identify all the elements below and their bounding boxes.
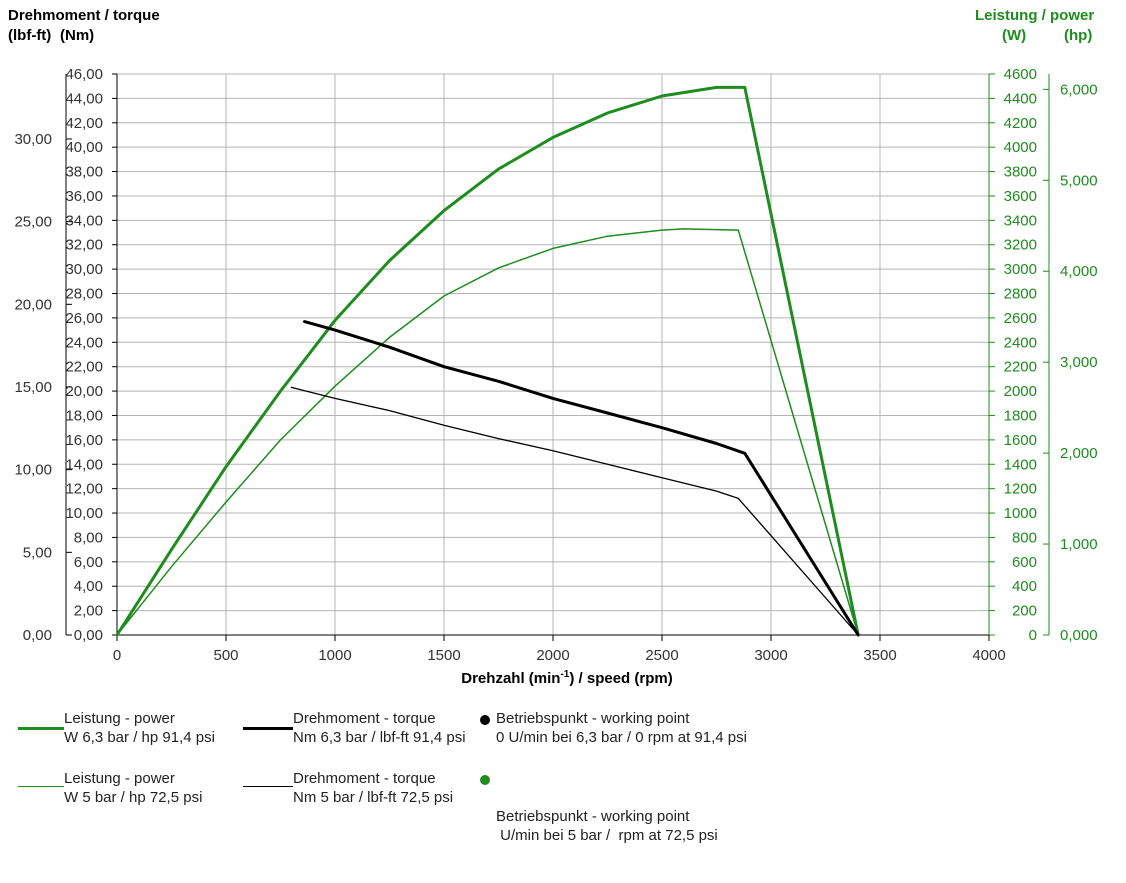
w-tick-label: 800 bbox=[1012, 529, 1037, 546]
nm-tick-label: 12,00 bbox=[65, 481, 103, 498]
hp-tick-label: 6,000 bbox=[1060, 81, 1098, 98]
hp-tick-label: 3,000 bbox=[1060, 354, 1098, 371]
w-tick-label: 400 bbox=[1012, 578, 1037, 595]
legend-swatch-torque-63 bbox=[243, 727, 293, 730]
hp-tick-label: 1,000 bbox=[1060, 536, 1098, 553]
nm-tick-label: 16,00 bbox=[65, 432, 103, 449]
nm-tick-label: 8,00 bbox=[74, 529, 103, 546]
series-lines bbox=[115, 85, 860, 637]
w-tick-label: 1200 bbox=[1004, 481, 1037, 498]
power-line-6-3-bar bbox=[115, 85, 860, 637]
w-tick-label: 3600 bbox=[1004, 188, 1037, 205]
nm-tick-label: 42,00 bbox=[65, 115, 103, 132]
w-tick-label: 2400 bbox=[1004, 334, 1037, 351]
legend-swatch-power-63 bbox=[18, 727, 64, 730]
legend-item-power-5: Leistung - power W 5 bar / hp 72,5 psi bbox=[64, 770, 203, 806]
w-tick-label: 3800 bbox=[1004, 164, 1037, 181]
w-tick-label: 1400 bbox=[1004, 456, 1037, 473]
nm-tick-label: 34,00 bbox=[65, 212, 103, 229]
w-tick-label: 4600 bbox=[1004, 66, 1037, 83]
legend-swatch-power-5 bbox=[18, 786, 64, 787]
legend-item-torque-63: Drehmoment - torque Nm 6,3 bar / lbf-ft 9… bbox=[293, 710, 466, 746]
w-tick-label: 2600 bbox=[1004, 310, 1037, 327]
w-tick-label: 3400 bbox=[1004, 212, 1037, 229]
w-tick-label: 4200 bbox=[1004, 115, 1037, 132]
hp-tick-label: 0,000 bbox=[1060, 627, 1098, 644]
x-tick-label: 2000 bbox=[536, 647, 569, 664]
legend-item-working-point-5: Betriebspunkt - working point U/min bei … bbox=[496, 808, 718, 844]
lbfft-tick-label: 20,00 bbox=[14, 296, 52, 313]
hp-tick-label: 5,000 bbox=[1060, 172, 1098, 189]
x-tick-label: 3000 bbox=[754, 647, 787, 664]
nm-tick-label: 6,00 bbox=[74, 554, 103, 571]
nm-tick-label: 30,00 bbox=[65, 261, 103, 278]
nm-tick-label: 18,00 bbox=[65, 407, 103, 424]
w-tick-label: 200 bbox=[1012, 603, 1037, 620]
w-tick-label: 1600 bbox=[1004, 432, 1037, 449]
w-tick-label: 1800 bbox=[1004, 407, 1037, 424]
w-unit-label: (W) bbox=[1002, 27, 1027, 44]
nm-tick-label: 20,00 bbox=[65, 383, 103, 400]
nm-tick-label: 40,00 bbox=[65, 139, 103, 156]
lbfft-unit-label: (lbf-ft) bbox=[8, 27, 52, 44]
hp-tick-label: 4,000 bbox=[1060, 263, 1098, 280]
x-tick-label: 0 bbox=[113, 647, 121, 664]
hp-unit-label: (hp) bbox=[1064, 27, 1093, 44]
w-tick-label: 2200 bbox=[1004, 359, 1037, 376]
w-tick-label: 3000 bbox=[1004, 261, 1037, 278]
tick-labels: 0 500 1000 1500 2000 2500 3000 3500 40000,002,00… bbox=[14, 66, 1097, 664]
nm-tick-label: 4,00 bbox=[74, 578, 103, 595]
legend-swatch-torque-5 bbox=[243, 786, 293, 787]
nm-tick-label: 0,00 bbox=[74, 627, 103, 644]
x-tick-label: 2500 bbox=[645, 647, 678, 664]
power-axis-title: Leistung / power bbox=[975, 7, 1095, 24]
x-tick-label: 3500 bbox=[863, 647, 896, 664]
nm-tick-label: 36,00 bbox=[65, 188, 103, 205]
torque-line-6-3-bar bbox=[303, 320, 860, 637]
lbfft-tick-label: 10,00 bbox=[14, 462, 52, 479]
lbfft-tick-label: 15,00 bbox=[14, 379, 52, 396]
nm-tick-label: 26,00 bbox=[65, 310, 103, 327]
w-tick-label: 2000 bbox=[1004, 383, 1037, 400]
x-axis-label: Drehzahl (min-1) / speed (rpm) bbox=[461, 669, 672, 687]
x-tick-label: 1000 bbox=[318, 647, 351, 664]
nm-tick-label: 28,00 bbox=[65, 286, 103, 303]
w-tick-label: 0 bbox=[1029, 627, 1037, 644]
nm-tick-label: 46,00 bbox=[65, 66, 103, 83]
torque-axis-title: Drehmoment / torque bbox=[8, 7, 160, 24]
x-tick-label: 1500 bbox=[427, 647, 460, 664]
torque-line-5-bar bbox=[290, 386, 859, 636]
legend-item-power-63: Leistung - power W 6,3 bar / hp 91,4 psi bbox=[64, 710, 215, 746]
w-tick-label: 1000 bbox=[1004, 505, 1037, 522]
grid bbox=[116, 73, 990, 636]
hp-tick-label: 2,000 bbox=[1060, 445, 1098, 462]
nm-tick-label: 38,00 bbox=[65, 164, 103, 181]
w-tick-label: 4400 bbox=[1004, 90, 1037, 107]
power-line-5-bar bbox=[116, 228, 859, 636]
nm-tick-label: 10,00 bbox=[65, 505, 103, 522]
legend-dot-working-point-5 bbox=[480, 775, 490, 785]
nm-tick-label: 24,00 bbox=[65, 334, 103, 351]
legend-item-working-point-63: Betriebspunkt - working point 0 U/min bei… bbox=[496, 710, 747, 746]
axes bbox=[65, 73, 1050, 641]
power-torque-chart: 0 500 1000 1500 2000 2500 3000 3500 40000,002,00… bbox=[14, 66, 1097, 687]
nm-unit-label: (Nm) bbox=[60, 27, 95, 44]
x-tick-label: 500 bbox=[213, 647, 238, 664]
nm-tick-label: 32,00 bbox=[65, 237, 103, 254]
nm-tick-label: 22,00 bbox=[65, 359, 103, 376]
legend-dot-working-point-63 bbox=[480, 715, 490, 725]
legend-item-torque-5: Drehmoment - torque Nm 5 bar / lbf-ft 72,… bbox=[293, 770, 454, 806]
lbfft-tick-label: 5,00 bbox=[23, 544, 52, 561]
w-tick-label: 600 bbox=[1012, 554, 1037, 571]
lbfft-tick-label: 0,00 bbox=[23, 627, 52, 644]
lbfft-tick-label: 30,00 bbox=[14, 131, 52, 148]
nm-tick-label: 14,00 bbox=[65, 456, 103, 473]
w-tick-label: 4000 bbox=[1004, 139, 1037, 156]
lbfft-tick-label: 25,00 bbox=[14, 214, 52, 231]
x-tick-label: 4000 bbox=[972, 647, 1005, 664]
nm-tick-label: 44,00 bbox=[65, 90, 103, 107]
w-tick-label: 3200 bbox=[1004, 237, 1037, 254]
nm-tick-label: 2,00 bbox=[74, 603, 103, 620]
w-tick-label: 2800 bbox=[1004, 286, 1037, 303]
